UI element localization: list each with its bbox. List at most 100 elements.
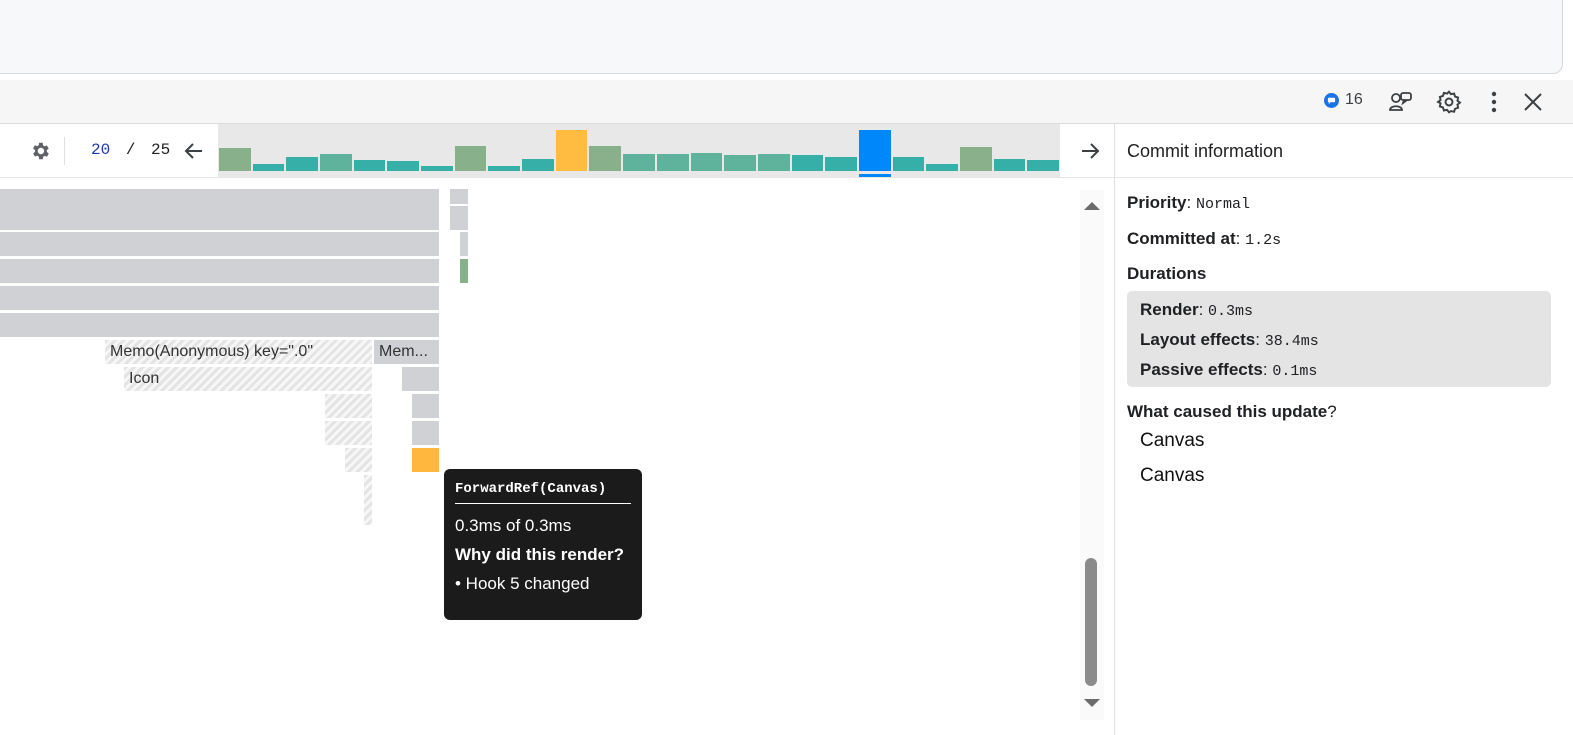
profiler-toolbar [0,124,1114,178]
scrollbar-thumb[interactable] [1085,558,1097,686]
render-value: 0.3ms [1208,303,1254,320]
flame-node[interactable] [412,394,439,418]
flame-node[interactable] [460,232,468,256]
durations-label: Durations [1127,264,1207,283]
issues-icon [1324,92,1339,108]
commit-bar[interactable] [1027,159,1059,171]
commit-bar[interactable] [589,146,622,171]
durations-box [1127,291,1551,387]
issues-badge[interactable]: 16 [1324,91,1363,109]
commit-counter: 20 / 25 [91,141,170,159]
commit-bar[interactable] [353,159,386,171]
commit-separator: / [125,141,136,159]
flame-graph: Memo(Anonymous) key=".0" Mem... Icon [0,178,1078,735]
settings-gear-icon[interactable] [1435,88,1463,116]
priority-label: Priority [1127,193,1187,212]
cause-question-mark: ? [1327,402,1337,421]
commit-selector-strip[interactable] [218,124,1060,177]
commit-bar[interactable] [320,153,352,171]
flame-node-icon[interactable]: Icon [124,367,372,391]
render-label: Render [1140,300,1199,319]
scroll-down-arrow-icon[interactable] [1084,699,1100,707]
commit-bar[interactable] [926,163,958,171]
commit-bar[interactable] [959,147,992,171]
cause-heading: What caused this update? [1127,402,1337,422]
commit-bar[interactable] [791,155,824,171]
flame-node[interactable] [0,232,439,256]
committed-value: 1.2s [1245,232,1282,249]
flame-tooltip: ForwardRef(Canvas) 0.3ms of 0.3ms Why di… [444,469,642,620]
flame-node[interactable] [460,259,468,283]
layout-effects-value: 38.4ms [1264,333,1319,350]
flame-node-memo[interactable]: Memo(Anonymous) key=".0" [105,340,372,364]
render-row: Render: 0.3ms [1140,300,1254,320]
commit-total: 25 [151,141,171,159]
commit-bar[interactable] [623,153,655,171]
flame-node-memo-2[interactable]: Mem... [374,340,439,364]
commit-current: 20 [91,141,111,159]
passive-effects-label: Passive effects [1140,360,1263,379]
close-icon[interactable] [1519,88,1547,116]
profiler-settings-icon[interactable] [26,137,54,165]
passive-effects-value: 0.1ms [1272,363,1318,380]
commit-bar[interactable] [724,154,756,171]
flame-node[interactable] [325,394,372,418]
tooltip-title: ForwardRef(Canvas) [455,481,631,504]
scroll-up-arrow-icon[interactable] [1084,202,1100,210]
commit-bar[interactable] [555,130,588,171]
commit-bar[interactable] [488,166,521,171]
tooltip-duration: 0.3ms of 0.3ms [455,516,572,535]
tooltip-reason: • Hook 5 changed [455,574,590,593]
priority-value: Normal [1195,196,1250,213]
cause-label: What caused this update [1127,402,1328,421]
next-commit-arrow-icon[interactable] [1076,137,1104,165]
customize-panel-icon[interactable] [1387,88,1415,116]
issues-count: 16 [1345,91,1363,108]
flame-node[interactable] [345,448,372,472]
durations-heading: Durations [1127,264,1206,284]
commit-bar[interactable] [421,166,453,171]
commit-bar[interactable] [387,160,420,171]
browser-page-area [0,0,1563,74]
commit-bar[interactable] [286,157,319,171]
commit-bar[interactable] [454,146,487,171]
commit-bar[interactable] [252,163,285,171]
flame-node[interactable] [450,189,468,204]
commit-bar[interactable] [757,153,790,171]
priority-row: Priority: Normal [1127,193,1250,213]
commit-bar[interactable] [522,158,554,171]
commit-bar[interactable] [825,157,857,171]
commit-bar[interactable] [858,130,891,171]
layout-effects-label: Layout effects [1140,330,1256,349]
flame-node[interactable] [402,367,439,391]
flame-node[interactable] [412,421,439,445]
cause-item[interactable]: Canvas [1140,465,1205,486]
tooltip-why-heading: Why did this render? [455,545,625,564]
panel-divider [1115,177,1573,178]
flame-node[interactable] [0,206,439,230]
flame-node[interactable] [325,421,372,445]
commit-bar[interactable] [690,152,723,171]
toolbar-divider [64,137,65,165]
committed-row: Committed at: 1.2s [1127,229,1282,249]
commit-info-panel [1114,124,1573,735]
more-options-icon[interactable] [1480,88,1508,116]
flame-node[interactable] [364,475,372,525]
layout-effects-row: Layout effects: 38.4ms [1140,330,1319,350]
commit-bar[interactable] [656,153,689,171]
cause-item[interactable]: Canvas [1140,430,1205,451]
commit-info-header: Commit information [1127,141,1284,161]
flame-node[interactable] [0,313,439,337]
commit-bar[interactable] [993,158,1026,171]
selected-commit-indicator [858,174,891,177]
commit-bar[interactable] [892,157,925,171]
previous-commit-arrow-icon[interactable] [180,137,208,165]
flame-node[interactable] [0,286,439,310]
commit-bar[interactable] [219,148,251,171]
flame-node[interactable] [450,206,468,230]
flame-node-canvas[interactable] [412,448,439,472]
devtools-header-bar [0,80,1573,124]
passive-effects-row: Passive effects: 0.1ms [1140,360,1318,380]
committed-label: Committed at [1127,229,1236,248]
flame-node[interactable] [0,259,439,283]
